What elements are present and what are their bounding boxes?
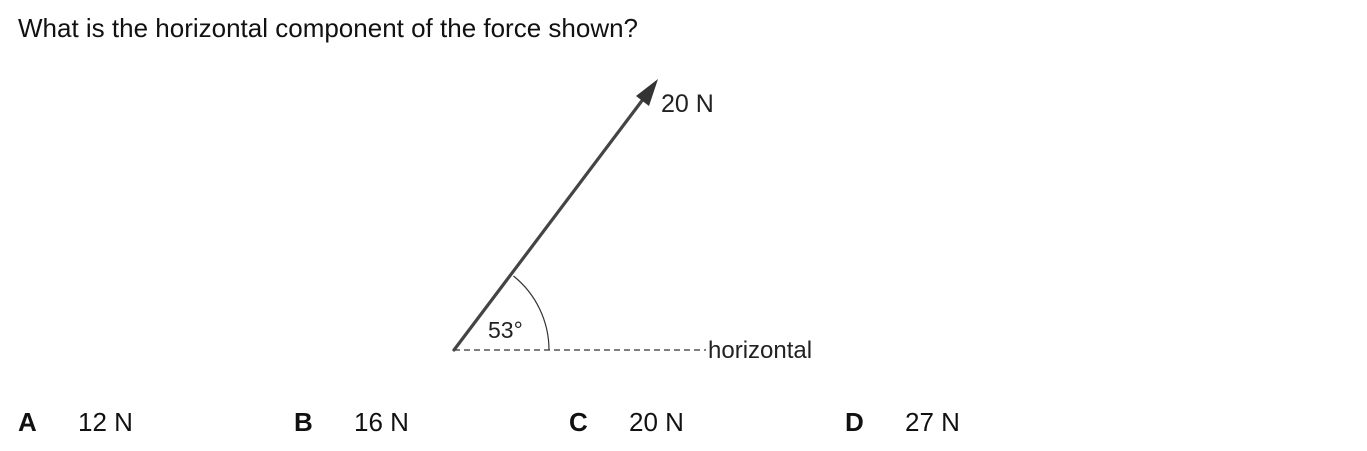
option-a[interactable]: A 12 N: [18, 404, 133, 440]
option-b-letter: B: [294, 407, 313, 437]
force-arrowhead: [636, 79, 658, 106]
horizontal-label: horizontal: [708, 337, 812, 364]
option-c-value: 20 N: [629, 407, 684, 437]
force-magnitude-label: 20 N: [661, 90, 714, 118]
option-d-letter: D: [845, 407, 864, 437]
question-text: What is the horizontal component of the …: [18, 13, 639, 43]
option-c-letter: C: [569, 407, 588, 437]
option-b-value: 16 N: [354, 407, 409, 437]
option-d[interactable]: D 27 N: [845, 404, 960, 440]
option-c[interactable]: C 20 N: [569, 404, 684, 440]
force-vector-line: [452, 92, 649, 352]
option-d-value: 27 N: [905, 407, 960, 437]
angle-arc: [513, 275, 550, 351]
option-b[interactable]: B 16 N: [294, 404, 409, 440]
option-a-letter: A: [18, 407, 37, 437]
option-a-value: 12 N: [78, 407, 133, 437]
angle-label: 53°: [488, 317, 523, 343]
